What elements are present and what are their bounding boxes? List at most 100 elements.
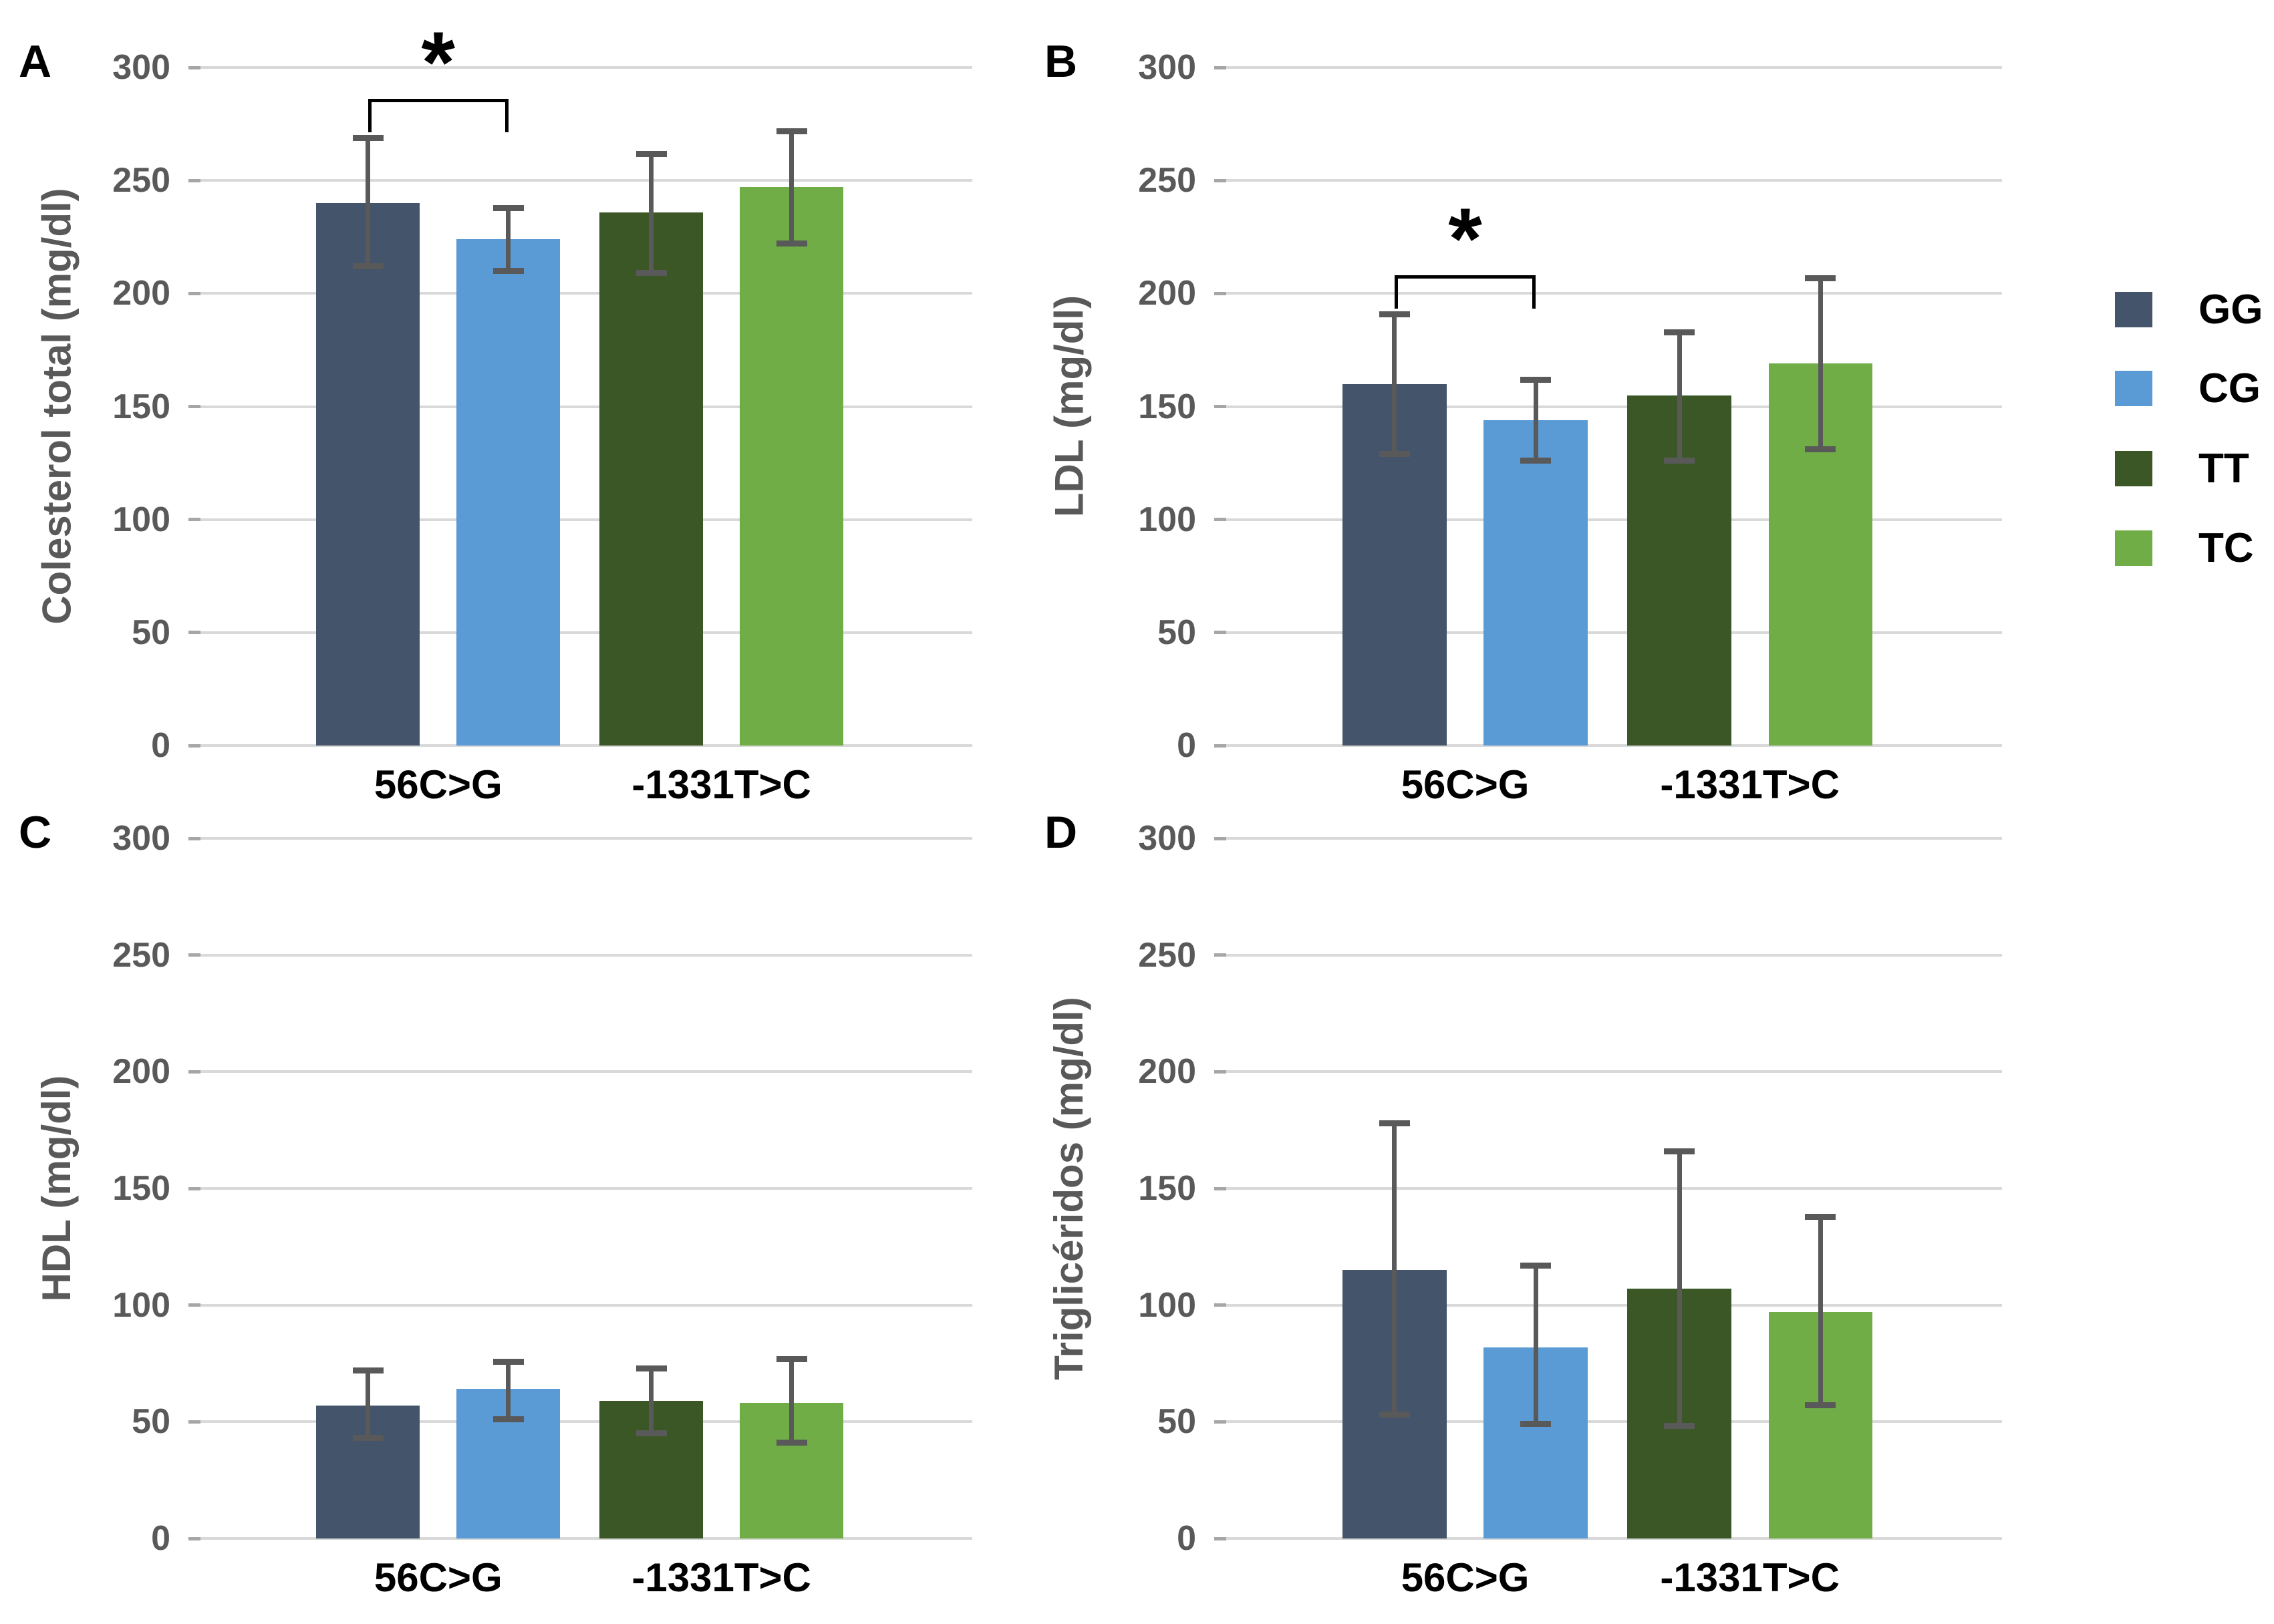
y-tick-mark-250 <box>188 178 200 182</box>
y-tick-label-150: 150 <box>112 387 170 426</box>
y-tick-mark-200 <box>188 1070 200 1074</box>
gridline-150 <box>200 405 972 408</box>
error-bar-line-GG <box>1392 1123 1397 1415</box>
error-bar-line-TC <box>789 130 795 244</box>
error-bar-cap-bottom-GG <box>352 263 384 269</box>
gridline-50 <box>200 631 972 634</box>
error-bar-line-GG <box>366 1370 371 1438</box>
significance-bracket-right-tick <box>505 98 509 132</box>
panel-letter-d: D <box>1044 807 1078 858</box>
significance-bracket-right-tick <box>1532 275 1536 309</box>
y-tick-mark-150 <box>1214 1186 1226 1190</box>
gridline-250 <box>1226 953 2002 957</box>
gridline-50 <box>1226 1420 2002 1424</box>
legend-item-gg: GG <box>2115 289 2263 331</box>
error-bar-cap-top-CG <box>1520 1263 1552 1269</box>
x-category-1331tc: -1331T>C <box>631 762 811 807</box>
error-bar-cap-top-CG <box>492 1358 524 1365</box>
error-bar-line-TT <box>1677 1151 1682 1427</box>
gridline-300 <box>1226 837 2002 840</box>
y-tick-mark-100 <box>188 518 200 522</box>
error-bar-line-TT <box>649 153 654 273</box>
legend-item-cg: CG <box>2115 365 2261 412</box>
y-tick-label-50: 50 <box>132 1402 170 1442</box>
y-tick-label-150: 150 <box>1138 1169 1196 1208</box>
gridline-200 <box>1226 292 2002 295</box>
error-bar-cap-bottom-CG <box>1520 457 1552 464</box>
y-tick-label-200: 200 <box>1138 1052 1196 1092</box>
legend-item-tc: TC <box>2115 528 2254 569</box>
y-tick-mark-300 <box>1214 836 1226 840</box>
legend-swatch-tc <box>2115 530 2152 566</box>
y-tick-mark-100 <box>1214 1303 1226 1307</box>
plot-area-b: 300 250 200 150 100 50 0 * <box>1138 48 2002 765</box>
legend: GG CG TT TC <box>2115 289 2274 573</box>
y-tick-label-0: 0 <box>151 1519 170 1558</box>
error-bar-cap-top-TT <box>635 150 667 157</box>
y-tick-label-100: 100 <box>1138 500 1196 539</box>
y-tick-mark-200 <box>1214 1070 1226 1074</box>
significance-bracket-left-tick <box>368 98 372 132</box>
y-tick-label-150: 150 <box>1138 387 1196 426</box>
error-bar-cap-bottom-CG <box>492 1416 524 1422</box>
error-bar-cap-bottom-GG <box>1379 1411 1410 1418</box>
gridline-50 <box>200 1420 972 1424</box>
gridline-200 <box>200 1070 972 1074</box>
y-tick-label-250: 250 <box>1138 161 1196 200</box>
error-bar-line-CG <box>506 1361 511 1420</box>
y-tick-label-100: 100 <box>112 1285 170 1325</box>
error-bar-cap-bottom-CG <box>492 267 524 274</box>
gridline-100 <box>1226 1303 2002 1307</box>
y-tick-mark-300 <box>1214 65 1226 69</box>
gridline-200 <box>200 292 972 295</box>
gridline-0 <box>1226 744 2002 747</box>
y-tick-label-100: 100 <box>1138 1285 1196 1325</box>
gridline-150 <box>200 1187 972 1190</box>
gridline-100 <box>1226 518 2002 521</box>
significance-bracket-line <box>368 98 509 102</box>
significance-bracket-line <box>1394 275 1536 279</box>
x-category-1331tc: -1331T>C <box>1660 1555 1840 1600</box>
error-bar-cap-top-TC <box>776 128 807 134</box>
gridline-200 <box>1226 1070 2002 1074</box>
plot-area-c: 300 250 200 150 100 50 0 <box>112 819 972 1558</box>
y-tick-label-0: 0 <box>1177 1519 1196 1558</box>
x-category-56cg: 56C>G <box>374 762 503 807</box>
y-tick-label-250: 250 <box>112 161 170 200</box>
error-bar-line-CG <box>1533 379 1538 461</box>
error-bar-line-TT <box>1677 331 1682 461</box>
y-tick-label-200: 200 <box>112 274 170 313</box>
panel-colesterol-total: A Colesterol total (mg/dl) 300 250 200 150 1… <box>19 19 972 807</box>
bar-TC--1331T>C <box>740 187 844 746</box>
error-bar-cap-top-TC <box>776 1356 807 1362</box>
y-tick-mark-150 <box>1214 405 1226 408</box>
y-tick-label-200: 200 <box>1138 274 1196 313</box>
error-bar-line-CG <box>506 207 511 271</box>
y-tick-label-0: 0 <box>1177 726 1196 765</box>
error-bar-cap-top-GG <box>352 134 384 141</box>
y-tick-label-300: 300 <box>112 819 170 858</box>
x-category-1331tc: -1331T>C <box>1660 762 1840 807</box>
error-bar-cap-top-CG <box>492 204 524 211</box>
plot-area-a: 300 250 200 150 100 50 0 * <box>112 19 972 765</box>
error-bar-cap-bottom-TC <box>1805 446 1836 452</box>
bar-TT--1331T>C <box>599 212 703 746</box>
y-tick-mark-0 <box>188 744 200 748</box>
error-bar-line-TC <box>789 1359 795 1443</box>
y-tick-mark-0 <box>188 1536 200 1540</box>
y-tick-label-50: 50 <box>1157 613 1196 652</box>
legend-label-cg: CG <box>2198 365 2261 412</box>
y-tick-mark-0 <box>1214 744 1226 748</box>
y-tick-label-300: 300 <box>1138 48 1196 87</box>
error-bar-cap-bottom-CG <box>1520 1420 1552 1427</box>
panel-letter-a: A <box>19 36 52 87</box>
y-tick-mark-300 <box>188 836 200 840</box>
gridline-150 <box>1226 1187 2002 1190</box>
error-bar-cap-top-TT <box>635 1365 667 1371</box>
x-category-1331tc: -1331T>C <box>631 1555 811 1600</box>
significance-asterisk: * <box>1448 189 1482 287</box>
panel-letter-c: C <box>19 807 52 858</box>
x-category-56cg: 56C>G <box>374 1555 503 1600</box>
legend-swatch-tt <box>2115 451 2152 486</box>
